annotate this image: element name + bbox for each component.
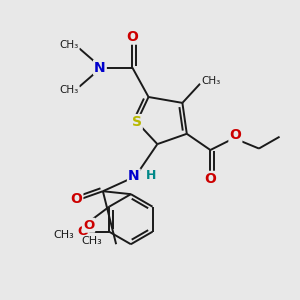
Text: CH₃: CH₃ (59, 40, 79, 50)
Text: N: N (94, 61, 106, 75)
Text: O: O (204, 172, 216, 186)
Text: N: N (128, 169, 140, 184)
Text: O: O (126, 30, 138, 44)
Text: CH₃: CH₃ (59, 85, 79, 94)
Text: CH₃: CH₃ (81, 236, 102, 246)
Text: O: O (70, 192, 82, 206)
Text: O: O (230, 128, 241, 142)
Text: O: O (83, 219, 94, 232)
Text: CH₃: CH₃ (54, 230, 74, 240)
Text: CH₃: CH₃ (202, 76, 221, 86)
Text: S: S (132, 115, 142, 129)
Text: O: O (77, 225, 88, 238)
Text: H: H (146, 169, 156, 182)
